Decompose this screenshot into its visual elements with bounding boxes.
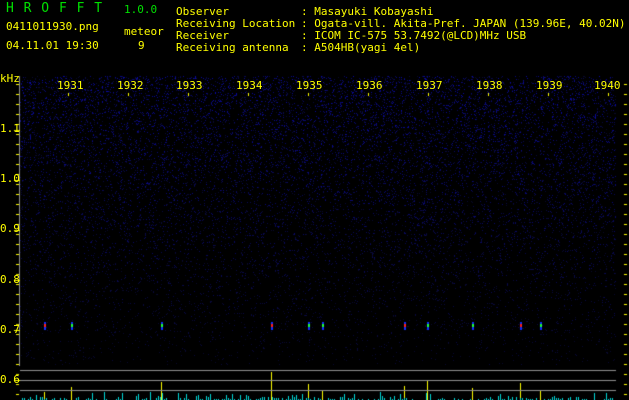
- app-title: H R O F F T: [6, 1, 104, 16]
- x-tick-label: 1934: [236, 79, 263, 92]
- y-tick-label: 0.8: [0, 273, 20, 286]
- info-location-label: Receiving Location: [176, 17, 296, 30]
- y-unit-label: kHz: [0, 72, 20, 85]
- info-observer-value: : Masayuki Kobayashi: [301, 5, 434, 18]
- y-tick-label: 1.0: [0, 172, 20, 185]
- info-location-value: : Ogata-vill. Akita-Pref. JAPAN (139.96E…: [301, 17, 626, 30]
- y-tick-label: 1.1: [0, 122, 20, 135]
- meteor-label: meteor: [124, 25, 164, 38]
- datetime: 04.11.01 19:30: [6, 39, 99, 52]
- x-tick-label: 1935: [296, 79, 323, 92]
- meteor-count: 9: [138, 39, 145, 52]
- y-tick-label: 0.6: [0, 373, 20, 386]
- x-tick-label: 1939: [536, 79, 563, 92]
- y-tick-label: 0.9: [0, 222, 20, 235]
- x-tick-label: 1933: [176, 79, 203, 92]
- filename: 0411011930.png: [6, 20, 99, 33]
- x-tick-label: 1932: [117, 79, 144, 92]
- app-version: 1.0.0: [124, 3, 158, 16]
- info-observer-label: Observer: [176, 5, 229, 18]
- info-receiver-label: Receiver: [176, 29, 229, 42]
- info-antenna-label: Receiving antenna: [176, 41, 289, 54]
- info-antenna-value: : A504HB(yagi 4el): [301, 41, 421, 54]
- x-tick-label: 1937: [416, 79, 443, 92]
- x-tick-label: 1938: [476, 79, 503, 92]
- spectrogram: [0, 70, 629, 400]
- y-tick-label: 0.7: [0, 323, 20, 336]
- x-tick-label: 1931: [57, 79, 84, 92]
- info-receiver-value: : ICOM IC-575 53.7492(@LCD)MHz USB: [301, 29, 527, 42]
- x-tick-label: 1940: [594, 79, 621, 92]
- x-tick-label: 1936: [356, 79, 383, 92]
